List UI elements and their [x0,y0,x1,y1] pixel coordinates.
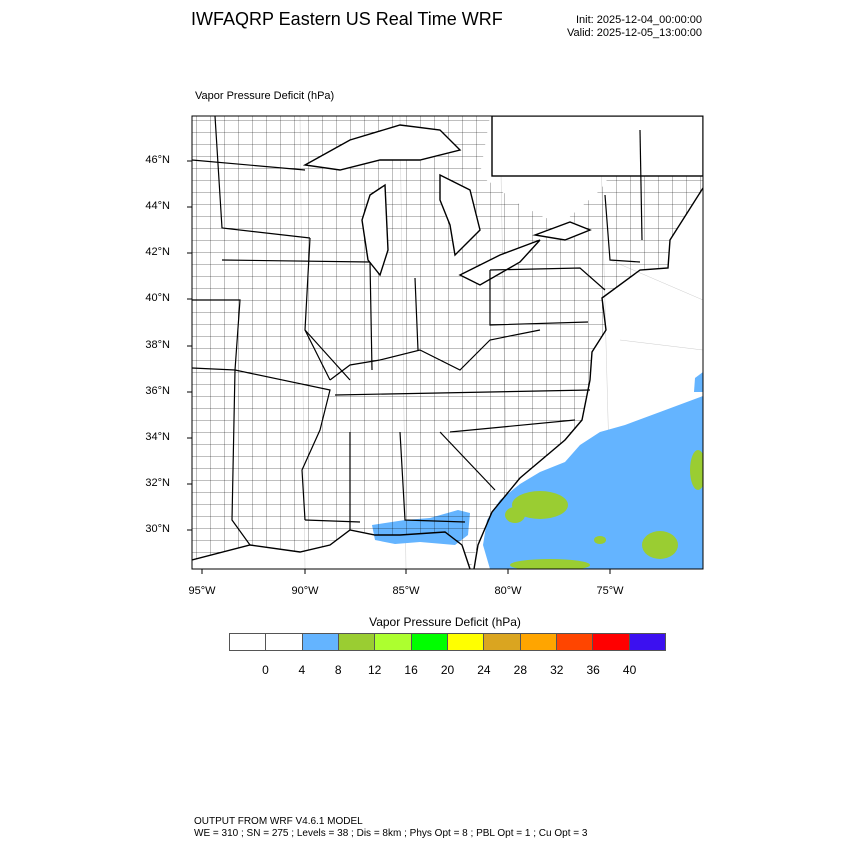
lat-label: 32°N [145,477,170,489]
colorbar-label: 20 [440,663,455,677]
lon-label: 90°W [291,585,319,597]
colorbar-label: 28 [513,663,528,677]
colorbar-swatch [556,634,594,650]
lat-label: 36°N [145,385,170,397]
lat-label: 46°N [145,154,170,166]
init-time: Init: 2025-12-04_00:00:00 [576,14,702,26]
field-label: Vapor Pressure Deficit (hPa) [195,90,335,102]
colorbar-swatch [447,634,485,650]
great-lakes [302,116,703,286]
footer-config: WE = 310 ; SN = 275 ; Levels = 38 ; Dis … [194,828,588,839]
run-times: Init: 2025-12-04_00:00:00 Valid: 2025-12… [567,14,702,40]
lat-label: 44°N [145,200,170,212]
colorbar-label: 40 [622,663,637,677]
footer: OUTPUT FROM WRF V4.6.1 MODEL WE = 310 ; … [194,816,587,840]
lat-label: 38°N [145,339,170,351]
lon-label: 95°W [188,585,216,597]
lat-label: 34°N [145,431,170,443]
colorbar [229,633,666,651]
colorbar-label: 4 [298,663,306,677]
colorbar-label: 12 [367,663,382,677]
lon-label: 75°W [596,585,624,597]
page-title: IWFAQRP Eastern US Real Time WRF [191,9,503,29]
colorbar-swatch [338,634,376,650]
vpd-ocean-4-8 [483,396,703,569]
colorbar-swatch [411,634,448,650]
colorbar-title: Vapor Pressure Deficit (hPa) [369,615,521,629]
valid-time: Valid: 2025-12-05_13:00:00 [567,27,702,39]
lat-label: 30°N [145,523,170,535]
colorbar-swatch [484,634,521,650]
colorbar-label: 24 [477,663,491,677]
colorbar-swatch [266,634,303,650]
lon-label: 80°W [494,585,522,597]
colorbar-label: 36 [586,663,600,677]
state-boundaries [192,116,643,546]
colorbar-label: 16 [404,663,418,677]
colorbar-swatch [230,634,267,650]
footer-model: OUTPUT FROM WRF V4.6.1 MODEL [194,816,363,827]
colorbar-swatch [629,634,665,650]
colorbar-label: 8 [334,663,342,677]
colorbar-label: 0 [262,663,269,677]
colorbar-swatch [302,634,339,650]
lat-label: 40°N [145,292,170,304]
colorbar-label: 32 [550,663,564,677]
colorbar-swatch [593,634,630,650]
colorbar-swatch [520,634,557,650]
map-frame [191,115,704,570]
lat-label: 42°N [145,246,170,258]
axis-ticks [187,160,611,574]
lon-label: 85°W [392,585,420,597]
colorbar-swatch [375,634,412,650]
vpd-ocean-4-8-north [694,372,703,392]
coastline [192,187,703,569]
vpd-patches-8-12 [505,450,703,569]
